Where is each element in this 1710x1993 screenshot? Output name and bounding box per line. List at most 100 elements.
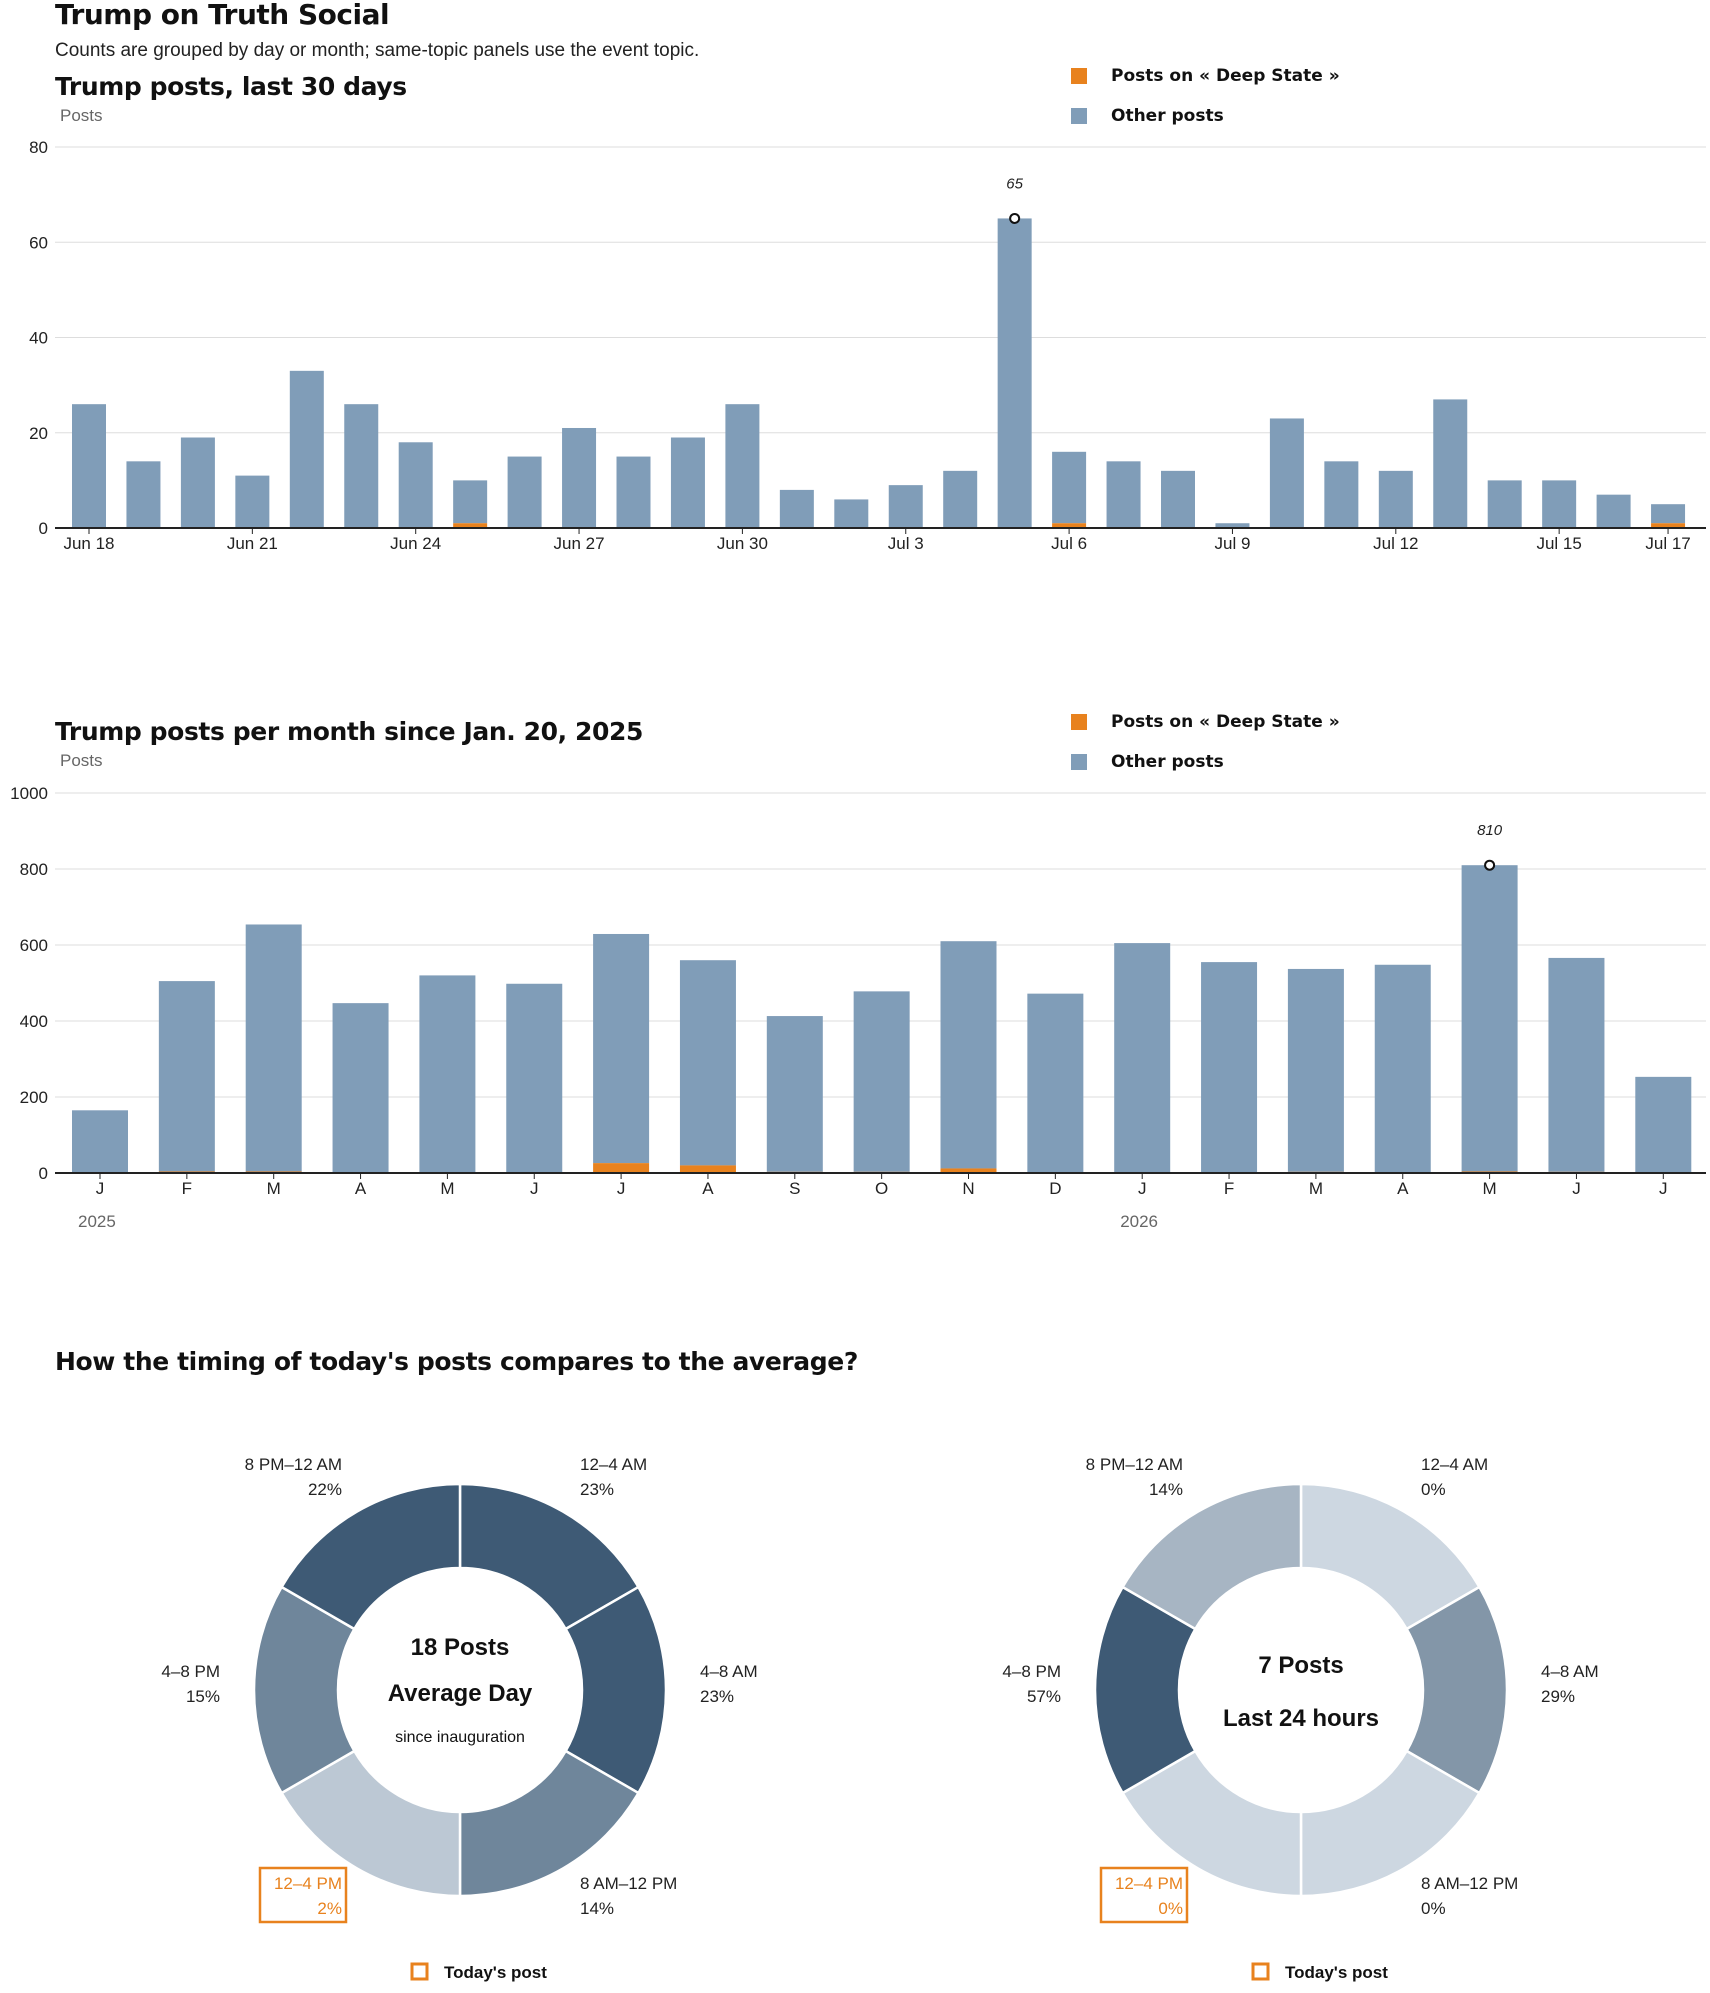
- last24-slice: [1120, 1749, 1303, 1898]
- daily-bar-other: [1433, 399, 1468, 528]
- daily-bar-other: [1596, 494, 1631, 528]
- monthly-bar-other: [1287, 968, 1344, 1172]
- daily-bar-other: [1106, 461, 1141, 528]
- daily-bar-other: [888, 485, 923, 528]
- chart2-title: Trump posts per month since Jan. 20, 202…: [55, 717, 643, 746]
- daily-ytick-label: 60: [29, 233, 48, 252]
- monthly-bar-other: [419, 975, 476, 1173]
- monthly-xtick-label: N: [962, 1179, 974, 1198]
- monthly-bar-other: [1374, 964, 1431, 1173]
- monthly-bar-other: [593, 933, 650, 1164]
- avg-slice-label: 12–4 PM: [274, 1874, 342, 1893]
- last24-slice-value: 14%: [1149, 1480, 1183, 1499]
- daily-bar-other: [72, 404, 106, 528]
- last24-slice-label: 12–4 AM: [1421, 1455, 1488, 1474]
- monthly-xtick-label: J: [1572, 1179, 1581, 1198]
- legend-swatch-other: [1071, 754, 1087, 770]
- monthly-xtick-label: O: [875, 1179, 888, 1198]
- last24-today-highlight-box: [1099, 1866, 1189, 1924]
- daily-bar-other: [1378, 470, 1413, 528]
- daily-bar-topic: [1052, 523, 1087, 528]
- avg-slice-value: 23%: [700, 1687, 734, 1706]
- chart2-ylabel: Posts: [60, 751, 103, 770]
- monthly-xtick-label: A: [355, 1179, 367, 1198]
- monthly-xtick-label: J: [1138, 1179, 1147, 1198]
- daily-bar-other: [180, 437, 215, 528]
- monthly-bar-other: [1461, 865, 1518, 1172]
- monthly-year-label: 2025: [78, 1212, 116, 1231]
- avg-slice-value: 15%: [186, 1687, 220, 1706]
- avg-slice: [458, 1482, 641, 1631]
- average-day-donut: 12–4 AM 23% 4–8 AM 23% 8 AM–12 PM 14% 12–4 PM 2…: [161, 1455, 758, 1982]
- daily-bar-topic: [453, 523, 488, 528]
- avg-slice-label: 4–8 AM: [700, 1662, 758, 1681]
- daily-bar-other: [725, 404, 760, 528]
- monthly-bar-other: [1027, 993, 1084, 1173]
- monthly-bar-topic: [593, 1163, 650, 1173]
- daily-xtick-label: Jul 12: [1373, 534, 1418, 553]
- avg-slice-value: 22%: [308, 1480, 342, 1499]
- monthly-ytick-label: 200: [20, 1088, 48, 1107]
- last24-slice-label: 8 AM–12 PM: [1421, 1874, 1518, 1893]
- monthly-bar-other: [1635, 1076, 1692, 1173]
- daily-bar-other: [943, 470, 978, 528]
- daily-bar-other: [1052, 451, 1087, 524]
- daily-xtick-label: Jul 9: [1214, 534, 1250, 553]
- avg-slice-value: 2%: [317, 1899, 342, 1918]
- daily-ytick-label: 0: [39, 519, 48, 538]
- daily-bar-other: [1487, 480, 1522, 528]
- daily-xtick-label: Jul 15: [1536, 534, 1581, 553]
- daily-xtick-label: Jul 17: [1645, 534, 1690, 553]
- avg-slice-label: 8 PM–12 AM: [245, 1455, 342, 1474]
- last24-slice: [1120, 1482, 1303, 1631]
- last24-slice-value: 0%: [1421, 1480, 1446, 1499]
- daily-bar-other: [507, 456, 542, 528]
- daily-peak-label: 65: [1006, 175, 1023, 192]
- monthly-posts-chart: 0 200 400 600 800 1000 J F M A M J J A S O N D J F M A M J J 2025…: [10, 784, 1706, 1231]
- last24-slice: [1093, 1585, 1198, 1795]
- monthly-bar-other: [158, 981, 215, 1172]
- avg-slice: [252, 1585, 357, 1795]
- chart1-legend-other: Other posts: [1071, 106, 1224, 126]
- daily-bar-other: [235, 475, 270, 528]
- monthly-peak-label: 810: [1477, 822, 1503, 839]
- daily-xtick-label: Jun 21: [227, 534, 278, 553]
- monthly-bar-other: [72, 1110, 128, 1173]
- monthly-xtick-label: M: [1483, 1179, 1497, 1198]
- daily-bar-other: [562, 427, 597, 528]
- monthly-xtick-label: A: [1397, 1179, 1409, 1198]
- last24-slice-value: 57%: [1027, 1687, 1061, 1706]
- chart1-ylabel: Posts: [60, 106, 103, 125]
- daily-ytick-label: 80: [29, 138, 48, 157]
- daily-bar-other: [1651, 504, 1686, 524]
- monthly-xtick-label: D: [1049, 1179, 1061, 1198]
- last24-slice: [1299, 1482, 1482, 1631]
- avg-slice-label: 12–4 AM: [580, 1455, 647, 1474]
- daily-bar-other: [1161, 470, 1195, 528]
- monthly-bar-topic: [679, 1165, 736, 1173]
- daily-peak-marker: [1009, 212, 1021, 224]
- daily-bar-other: [1542, 480, 1577, 528]
- monthly-ytick-label: 1000: [10, 784, 48, 803]
- daily-bar-other: [1215, 523, 1250, 528]
- last24-slice-label: 8 PM–12 AM: [1086, 1455, 1183, 1474]
- daily-bar-other: [834, 499, 869, 528]
- chart2-legend-topic: Posts on « Deep State »: [1071, 712, 1340, 732]
- avg-slice-value: 23%: [580, 1480, 614, 1499]
- last24-slice-label: 12–4 PM: [1115, 1874, 1183, 1893]
- daily-xtick-label: Jul 6: [1051, 534, 1087, 553]
- daily-bar-topic: [1651, 523, 1686, 528]
- monthly-bar-other: [766, 1016, 823, 1172]
- monthly-xtick-label: A: [702, 1179, 714, 1198]
- legend-swatch-topic: [1071, 714, 1087, 730]
- last24-legend-swatch: [1251, 1962, 1270, 1981]
- monthly-xtick-label: M: [1309, 1179, 1323, 1198]
- chart1-legend-topic: Posts on « Deep State »: [1071, 66, 1340, 86]
- daily-xtick-label: Jul 3: [888, 534, 924, 553]
- monthly-ytick-label: 600: [20, 936, 48, 955]
- monthly-xtick-label: J: [530, 1179, 539, 1198]
- page-title: Trump on Truth Social: [55, 0, 390, 31]
- daily-ytick-label: 20: [29, 424, 48, 443]
- last24-center-text: 7 Posts: [1258, 1652, 1343, 1679]
- monthly-ytick-label: 400: [20, 1012, 48, 1031]
